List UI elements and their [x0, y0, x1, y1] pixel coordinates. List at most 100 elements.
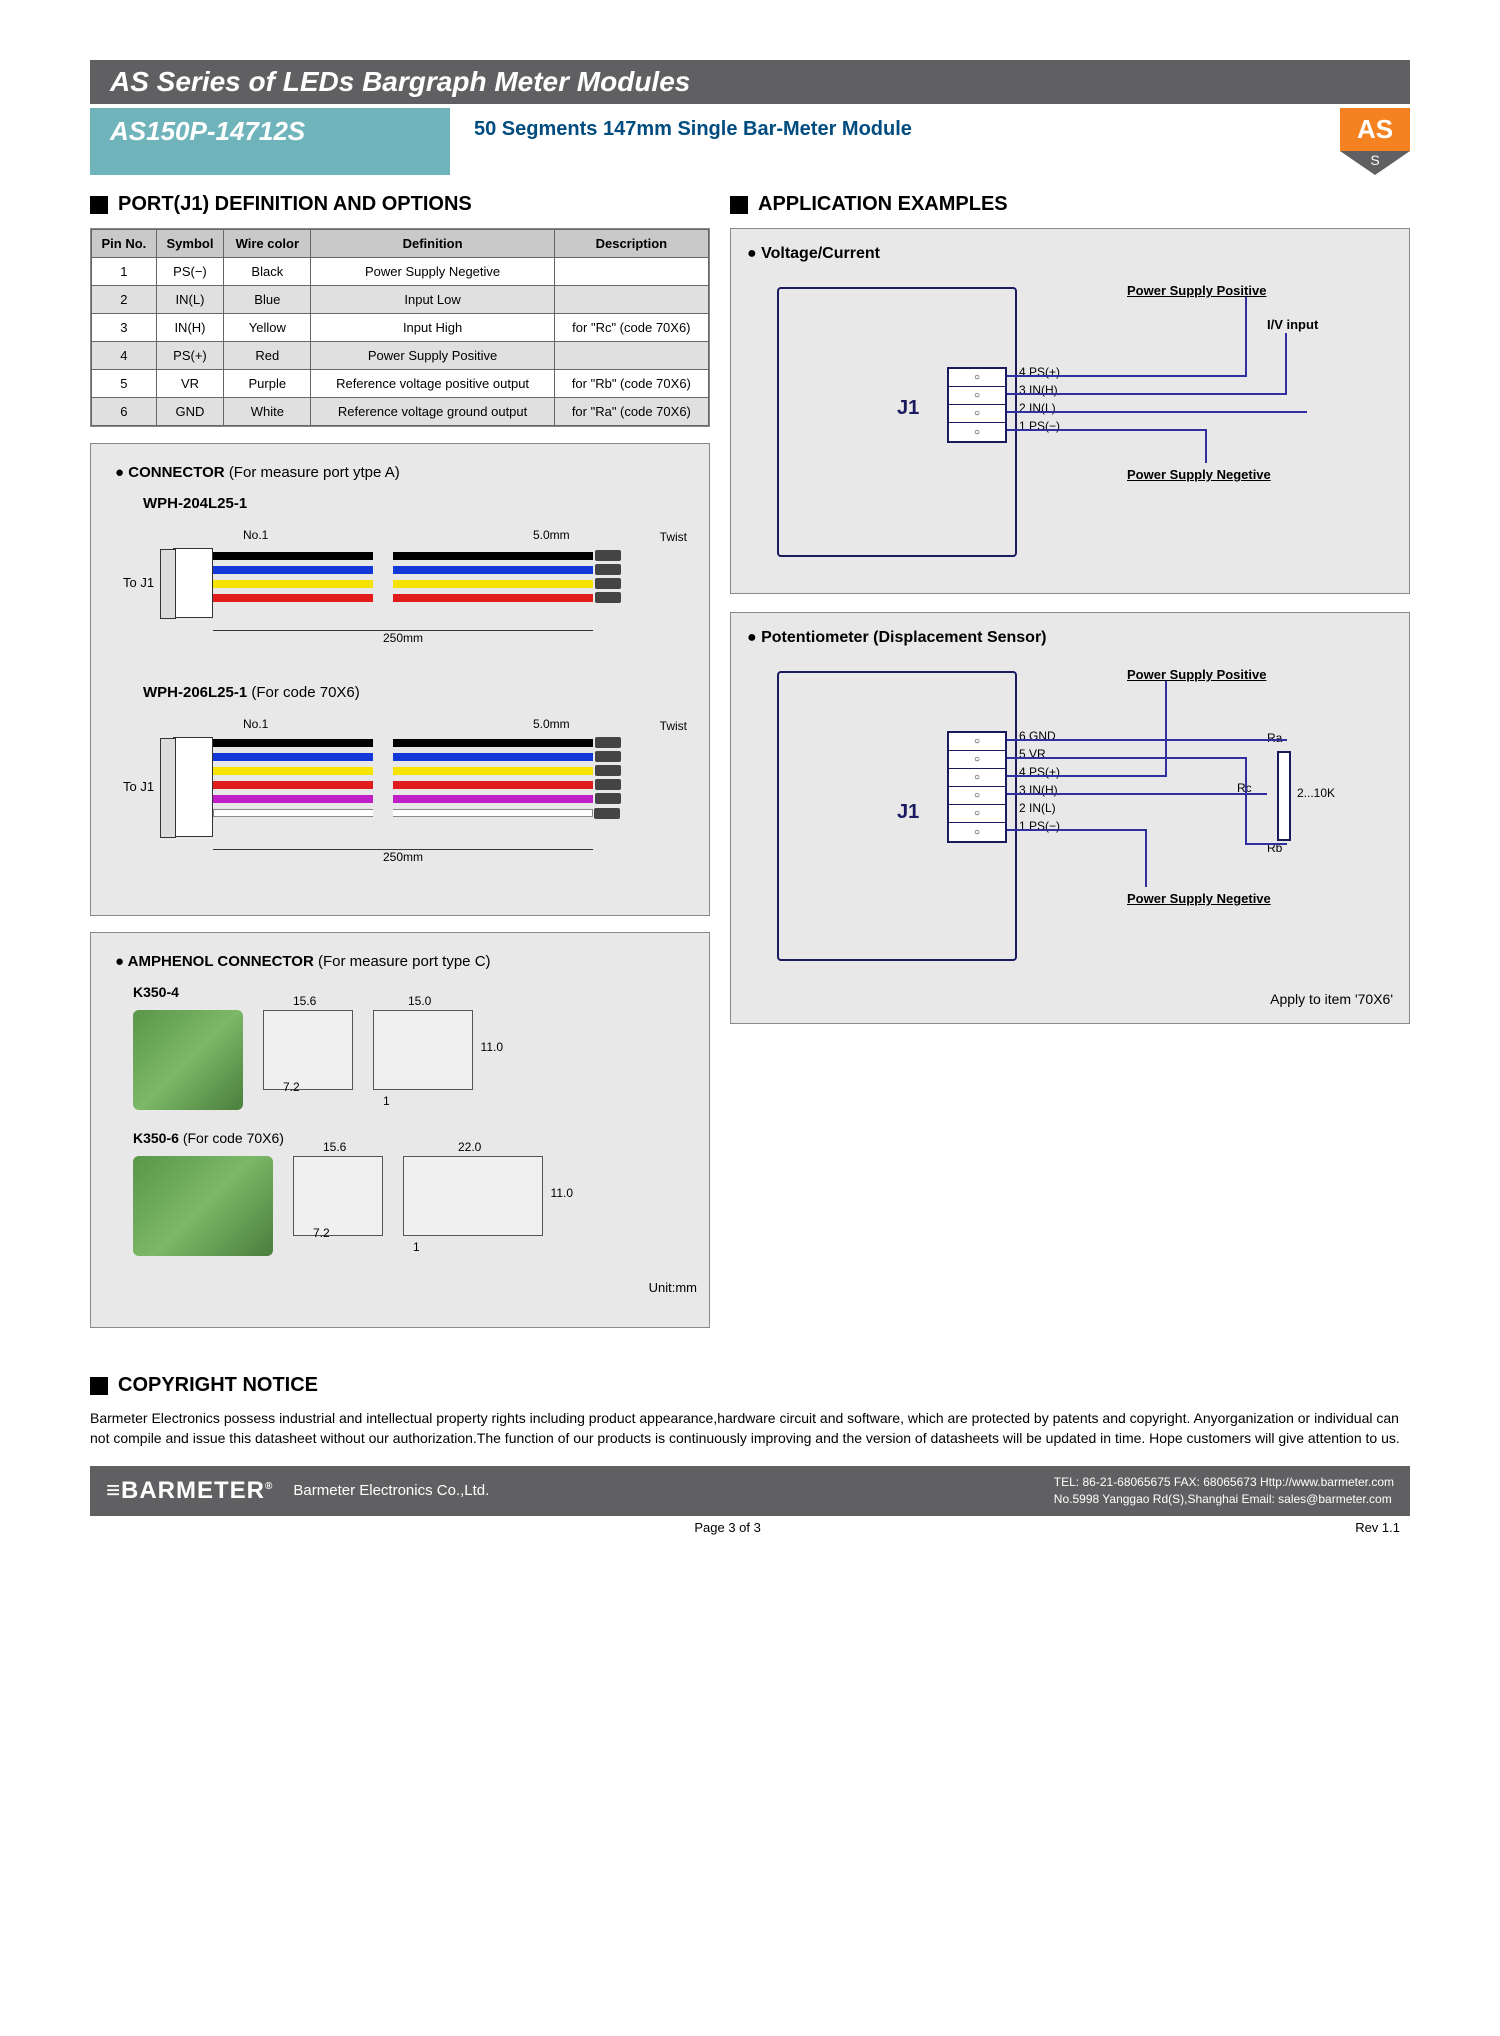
wph6-label: WPH-206L25-1: [143, 684, 247, 701]
footer-page: Page 3 of 3: [694, 1520, 761, 1535]
k4-d: 7.2: [283, 1080, 300, 1094]
wph4-twist: Twist: [660, 530, 687, 544]
wph4-diagram: To J1 No.1 5.0mm Twist 250mm: [123, 520, 677, 660]
connector-panel: ● CONNECTOR (For measure port ytpe A) WP…: [90, 443, 710, 916]
port-table-header: Definition: [311, 230, 554, 258]
port-table-header: Pin No.: [92, 230, 157, 258]
pot-pos: Power Supply Positive: [1127, 667, 1266, 682]
app-vc-title: Voltage/Current: [747, 245, 1393, 263]
port-table-cell: Input Low: [311, 286, 554, 314]
k6-paren: (For code 70X6): [183, 1130, 284, 1146]
pot-j1-box: ○○○ ○○○: [947, 731, 1007, 843]
wph6-paren: (For code 70X6): [251, 684, 359, 701]
k6-photo: [133, 1156, 273, 1256]
port-table-cell: White: [224, 398, 311, 426]
wph6-diagram: To J1 No.1 5.0mm Twist 250mm: [123, 709, 677, 879]
pot-val: 2...10K: [1297, 786, 1335, 800]
port-table-cell: [554, 258, 708, 286]
k4-photo: [133, 1010, 243, 1110]
header-series-title: AS Series of LEDs Bargraph Meter Modules: [90, 60, 1410, 104]
wire: [213, 767, 593, 775]
pot-ra: Ra: [1267, 731, 1282, 745]
badge: AS S: [1340, 108, 1410, 175]
port-table-header: Wire color: [224, 230, 311, 258]
port-table-row: 6GNDWhiteReference voltage ground output…: [92, 398, 709, 426]
wire: [213, 566, 593, 574]
vc-pos: Power Supply Positive: [1127, 283, 1266, 298]
vc-neg: Power Supply Negetive: [1127, 467, 1271, 482]
port-table-header: Symbol: [156, 230, 223, 258]
port-table-row: 5VRPurpleReference voltage positive outp…: [92, 370, 709, 398]
copyright-text: Barmeter Electronics possess industrial …: [90, 1409, 1410, 1448]
app-pot-panel: Potentiometer (Displacement Sensor) J1 ○…: [730, 612, 1410, 1024]
port-table-cell: 6: [92, 398, 157, 426]
k6-w1: 15.6: [323, 1140, 346, 1154]
port-table-cell: Reference voltage ground output: [311, 398, 554, 426]
badge-as: AS: [1340, 108, 1410, 151]
pot-neg: Power Supply Negetive: [1127, 891, 1271, 906]
k4-w2: 15.0: [408, 994, 431, 1008]
connector-paren: (For measure port ytpe A): [229, 464, 400, 481]
k6-label: K350-6: [133, 1130, 179, 1146]
wph4-len: 250mm: [213, 630, 593, 645]
wph4-toj1: To J1: [123, 575, 154, 590]
pot-apply: Apply to item '70X6': [747, 991, 1393, 1007]
wph6-len: 250mm: [213, 849, 593, 864]
port-table-cell: 5: [92, 370, 157, 398]
wph6-no1: No.1: [243, 717, 268, 731]
k6-w2: 22.0: [458, 1140, 481, 1154]
port-table-row: 4PS(+)RedPower Supply Positive: [92, 342, 709, 370]
amphenol-panel: ● AMPHENOL CONNECTOR (For measure port t…: [90, 932, 710, 1328]
port-table-cell: 3: [92, 314, 157, 342]
port-table-cell: Reference voltage positive output: [311, 370, 554, 398]
amphenol-heading: AMPHENOL CONNECTOR: [128, 953, 314, 970]
wire: [213, 580, 593, 588]
port-table-panel: Pin No.SymbolWire colorDefinitionDescrip…: [90, 228, 710, 427]
port-table-cell: [554, 342, 708, 370]
amphenol-paren: (For measure port type C): [318, 953, 491, 970]
k4-w1: 15.6: [293, 994, 316, 1008]
wire: [213, 594, 593, 602]
port-table: Pin No.SymbolWire colorDefinitionDescrip…: [91, 229, 709, 426]
port-table-cell: 1: [92, 258, 157, 286]
wph4-tip: 5.0mm: [533, 528, 570, 542]
port-table-cell: Purple: [224, 370, 311, 398]
pot-j1: J1: [897, 801, 919, 824]
k6-pin: 1: [413, 1240, 420, 1254]
vc-j1-box: ○○○○: [947, 367, 1007, 443]
header-subtitle: 50 Segments 147mm Single Bar-Meter Modul…: [454, 108, 1336, 175]
footer-logo: ≡BARMETER®: [106, 1477, 273, 1505]
port-table-cell: PS(−): [156, 258, 223, 286]
wph4-no1: No.1: [243, 528, 268, 542]
port-table-cell: Power Supply Negetive: [311, 258, 554, 286]
k4-pin: 1: [383, 1094, 390, 1108]
port-table-cell: IN(H): [156, 314, 223, 342]
port-table-cell: for "Rb" (code 70X6): [554, 370, 708, 398]
app-vc-panel: Voltage/Current J1 ○○○○ 4 PS(+)3 IN(H)2 …: [730, 228, 1410, 594]
port-table-cell: Power Supply Positive: [311, 342, 554, 370]
port-table-row: 3IN(H)YellowInput Highfor "Rc" (code 70X…: [92, 314, 709, 342]
port-table-cell: for "Rc" (code 70X6): [554, 314, 708, 342]
port-table-cell: for "Ra" (code 70X6): [554, 398, 708, 426]
port-table-cell: Red: [224, 342, 311, 370]
k4-h: 11.0: [481, 1040, 503, 1054]
wire: [213, 795, 593, 803]
port-section-title: PORT(J1) DEFINITION AND OPTIONS: [90, 193, 710, 216]
connector-heading: CONNECTOR: [128, 464, 224, 481]
footer-bar: ≡BARMETER® Barmeter Electronics Co.,Ltd.…: [90, 1466, 1410, 1516]
k6-d: 7.2: [313, 1226, 330, 1240]
port-table-cell: PS(+): [156, 342, 223, 370]
port-table-header: Description: [554, 230, 708, 258]
badge-s: S: [1340, 151, 1410, 175]
pin-label: 2 IN(L): [1019, 801, 1056, 815]
port-table-cell: Input High: [311, 314, 554, 342]
k6-h: 11.0: [551, 1186, 573, 1200]
port-table-cell: VR: [156, 370, 223, 398]
port-table-row: 2IN(L)BlueInput Low: [92, 286, 709, 314]
port-table-cell: IN(L): [156, 286, 223, 314]
wph6-toj1: To J1: [123, 779, 154, 794]
vc-j1: J1: [897, 397, 919, 420]
port-table-cell: Black: [224, 258, 311, 286]
port-table-cell: 4: [92, 342, 157, 370]
wire: [213, 809, 593, 817]
